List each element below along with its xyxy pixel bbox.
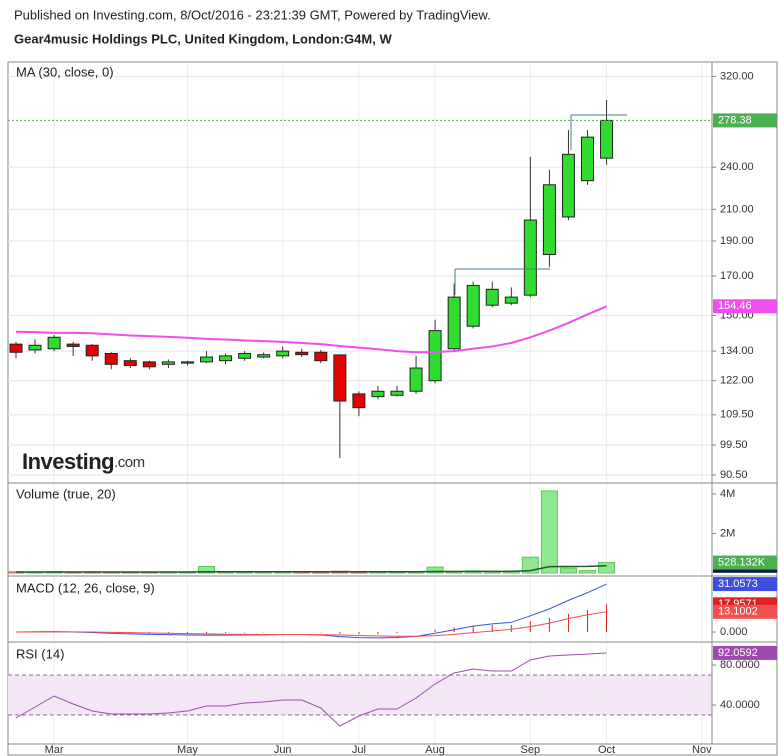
candle-body [523,219,537,296]
candle-body [219,355,233,362]
candle-body [104,352,118,365]
y-tick-label: 80.0000 [720,659,760,671]
last-price-label: 278.38 [718,114,752,126]
candle-body [161,361,175,365]
last-price-label-box [713,113,777,128]
y-tick-label: 210.00 [720,203,754,215]
candle-body [352,393,366,409]
volume-bar [426,566,444,574]
volume-label: 528.132K [718,556,766,568]
candle-body [485,288,499,306]
x-tick-label: Jul [352,744,366,756]
x-tick-label: Mar [45,744,64,756]
candle-body [428,330,442,382]
candle-body [371,390,385,398]
x-tick-label: Aug [425,744,445,756]
pane-title: Volume (true, 20) [16,486,116,501]
candle-body [66,343,80,347]
candle-body [47,336,61,350]
candle-body [295,351,309,356]
logo-name: Investing [22,449,114,474]
series-value-label-box [713,577,777,592]
series-value-label: 31.0573 [718,578,758,590]
logo-suffix: .com [114,454,145,471]
candle-body [600,119,614,159]
y-tick-label: 0.000 [720,626,748,638]
volume-bar [559,567,577,574]
series-line [15,652,607,727]
logo: Investing.com [22,449,145,474]
candle-body [390,390,404,396]
candle-body [447,296,461,350]
candle-body [504,296,518,304]
x-tick-label: May [177,744,198,756]
candle-body [180,361,194,364]
candle-body [276,350,290,357]
y-tick-label: 240.00 [720,161,754,173]
x-tick-label: Nov [692,744,712,756]
candle-body [542,184,556,256]
published-note: Published on Investing.com, 8/Oct/2016 -… [14,7,491,22]
candle-body [561,153,575,218]
volume-bar [540,490,558,574]
candle-body [9,343,23,353]
candle-body [314,351,328,362]
plot-area: Mar May Jun Jul Aug Sep Oct Nov 320.00 240.00 210.… [7,62,777,756]
series-line [16,611,607,637]
volume-bar [598,562,616,574]
volume-ma-line [16,565,607,573]
x-tick-label: Oct [598,744,615,756]
y-tick-label: 90.50 [720,469,748,481]
candle-body [466,284,480,327]
pane-title: MA (30, close, 0) [16,64,114,79]
x-tick-label: Jun [274,744,292,756]
candle-body [85,344,99,357]
y-tick-label: 134.00 [720,345,754,357]
pane-title: RSI (14) [16,646,64,661]
x-tick-label: Sep [521,744,541,756]
candle-body [200,356,213,363]
volume-bar [198,565,215,574]
y-tick-label: 109.50 [720,409,754,421]
volume-bar [521,556,539,574]
y-tick-label: 4M [720,488,735,500]
y-tick-label: 99.50 [720,439,748,451]
frame [7,61,778,756]
candle-body [28,344,42,351]
candle-body [123,360,137,367]
candle-body [142,361,156,368]
volume-bar [579,570,596,574]
ma-line [15,305,607,354]
y-tick-label: 40.0000 [720,699,760,711]
candle-body [333,354,347,402]
candle-body [409,367,423,392]
y-tick-label: 190.00 [720,235,754,247]
rsi-band [8,675,712,715]
y-tick-label: 2M [720,527,735,539]
candle-body [238,352,252,359]
series-value-label: 13.1002 [718,606,758,618]
series-value-label-box [713,645,777,660]
ma-value-label-box [713,299,777,314]
symbol-title: Gear4music Holdings PLC, United Kingdom,… [14,31,392,46]
series-value-label-box [713,604,777,619]
y-tick-label: 170.00 [720,270,754,282]
volume-label-box [713,555,777,570]
y-tick-label: 320.00 [720,70,754,82]
ma-value-label: 154.46 [718,300,752,312]
y-tick-label: 122.00 [720,375,754,387]
pane-title: MACD (12, 26, close, 9) [16,580,155,595]
candle-body [581,136,594,182]
candle-body [257,354,271,358]
series-value-label: 92.0592 [718,647,758,659]
